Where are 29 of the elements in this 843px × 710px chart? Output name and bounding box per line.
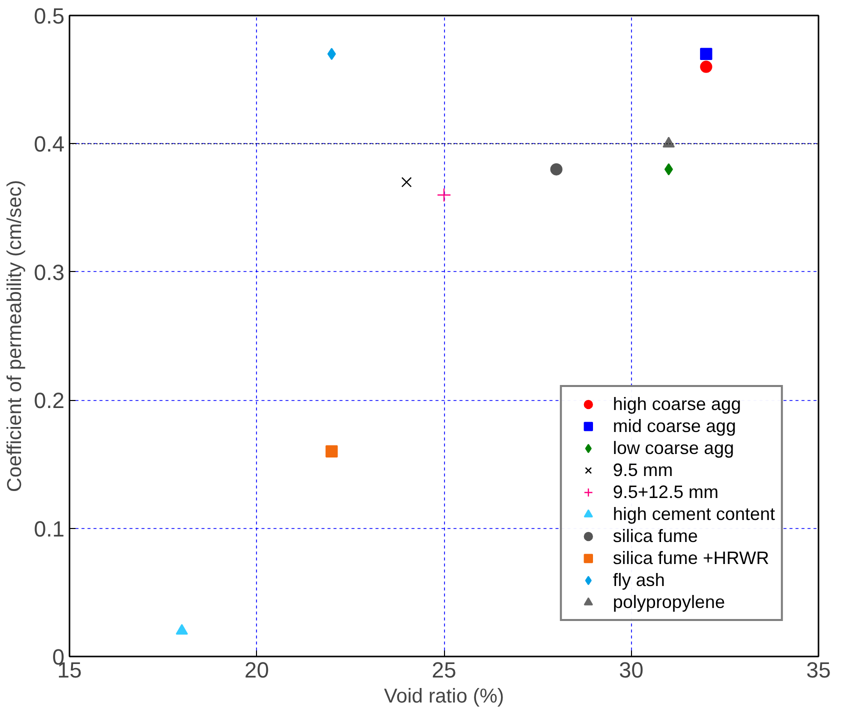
legend-label: 9.5 mm xyxy=(612,459,673,481)
y-tick-label: 0.1 xyxy=(34,516,65,542)
point xyxy=(401,176,412,188)
x-tick-label: 25 xyxy=(432,658,456,682)
legend-label: high coarse agg xyxy=(612,393,741,415)
x-tick-label: 30 xyxy=(619,658,644,682)
x-tick-label: 20 xyxy=(244,658,269,682)
point xyxy=(436,188,452,202)
point xyxy=(176,624,188,635)
point xyxy=(550,163,562,176)
legend-label: mid coarse agg xyxy=(612,415,736,437)
x-tick-label: 35 xyxy=(806,658,831,682)
legend-label: low coarse agg xyxy=(612,437,734,459)
y-tick-label: 0.4 xyxy=(34,132,65,157)
y-tick-label: 0.2 xyxy=(34,388,65,414)
point xyxy=(700,48,712,60)
x-axis-title: Void ratio (%) xyxy=(384,686,504,708)
legend-label: polypropylene xyxy=(612,591,725,613)
y-tick-label: 0.5 xyxy=(34,4,65,28)
point xyxy=(664,163,673,176)
y-tick-label: 0.3 xyxy=(34,260,65,285)
legend-label: 9.5+12.5 mm xyxy=(612,481,718,503)
legend-label: high cement content xyxy=(612,503,775,525)
legend-label: fly ash xyxy=(612,569,665,591)
legend-label: silica fume xyxy=(612,525,698,547)
y-axis-title: Coefficient of permeability (cm/sec) xyxy=(4,180,26,492)
legend-label: silica fume +HRWR xyxy=(612,547,770,569)
point xyxy=(326,445,338,458)
point xyxy=(700,60,712,73)
